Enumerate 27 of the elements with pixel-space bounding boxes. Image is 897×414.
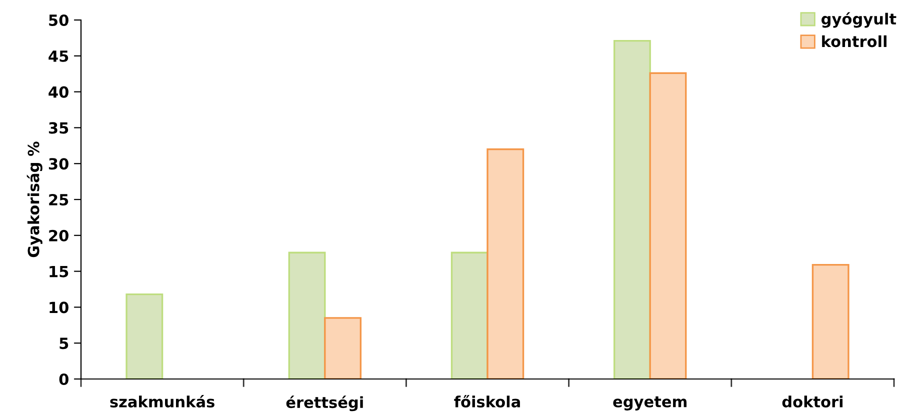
x-tick-label: érettségi xyxy=(286,396,363,412)
y-tick-label: 20 xyxy=(49,230,68,242)
x-tick-label: szakmunkás xyxy=(110,395,214,408)
bar xyxy=(324,317,362,379)
bar xyxy=(649,72,687,379)
y-axis-title: Gyakoriság % xyxy=(26,142,42,258)
x-tick-label: egyetem xyxy=(613,396,686,410)
legend-label: kontroll xyxy=(822,35,886,48)
bar xyxy=(126,293,164,379)
x-tick-label: doktori xyxy=(782,396,842,408)
y-tick-label: 45 xyxy=(48,50,68,62)
y-tick-label: 30 xyxy=(48,158,68,170)
y-tick-label: 15 xyxy=(50,266,68,278)
y-tick-label: 40 xyxy=(48,86,68,98)
y-tick-label: 5 xyxy=(60,338,68,350)
y-tick-label: 0 xyxy=(59,373,68,386)
y-tick-label: 10 xyxy=(50,302,68,314)
y-tick-label: 50 xyxy=(49,14,68,26)
bar xyxy=(812,264,850,379)
bar xyxy=(613,40,651,379)
bar xyxy=(450,252,488,379)
bar xyxy=(288,252,326,379)
x-tick-label: főiskola xyxy=(454,395,520,408)
legend-label: gyógyult xyxy=(821,12,896,28)
bar xyxy=(486,148,524,379)
y-tick-label: 35 xyxy=(48,122,68,134)
y-tick-label: 25 xyxy=(49,194,68,206)
